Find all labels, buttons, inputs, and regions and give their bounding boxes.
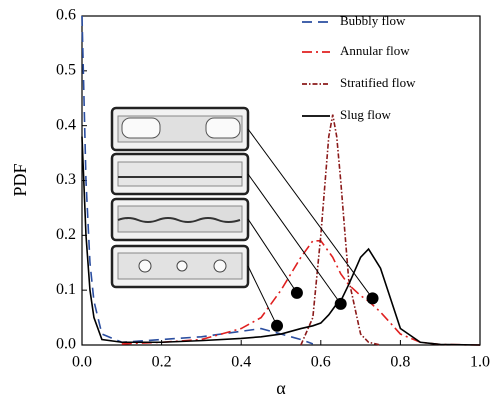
inset-slug	[110, 106, 250, 152]
legend-label: Slug flow	[340, 107, 392, 122]
series-line	[121, 240, 481, 346]
x-tick-label: 0.2	[152, 354, 172, 371]
inset-annular	[110, 197, 250, 242]
x-axis-label: α	[276, 378, 286, 398]
inset-photos	[110, 106, 250, 289]
y-tick-label: 0.0	[56, 336, 76, 353]
y-tick-label: 0.2	[56, 226, 76, 243]
legend-label: Bubbly flow	[340, 13, 406, 28]
callout-point	[290, 286, 303, 299]
x-tick-label: 0.4	[231, 354, 251, 371]
x-tick-label: 0.0	[72, 354, 92, 371]
legend-label: Annular flow	[340, 43, 410, 58]
y-tick-label: 0.6	[56, 7, 76, 24]
callout-point	[271, 319, 284, 332]
y-tick-label: 0.5	[56, 62, 76, 79]
leader-line	[247, 218, 298, 294]
callout-point	[334, 297, 347, 310]
inset-stratified	[110, 152, 250, 196]
x-tick-label: 0.6	[311, 354, 331, 371]
x-tick-label: 1.0	[470, 354, 490, 371]
series-line	[300, 114, 381, 346]
series-line	[81, 136, 481, 346]
y-tick-label: 0.3	[56, 171, 76, 188]
y-tick-label: 0.1	[56, 281, 76, 298]
legend-label: Stratified flow	[340, 75, 416, 90]
inset-bubbly	[110, 244, 250, 289]
leader-line	[247, 128, 373, 299]
leader-line	[247, 173, 342, 305]
x-tick-label: 0.8	[390, 354, 410, 371]
y-axis-label: PDF	[10, 163, 30, 196]
callout-point	[366, 292, 379, 305]
leader-line	[247, 265, 278, 327]
y-tick-label: 0.4	[56, 116, 76, 133]
